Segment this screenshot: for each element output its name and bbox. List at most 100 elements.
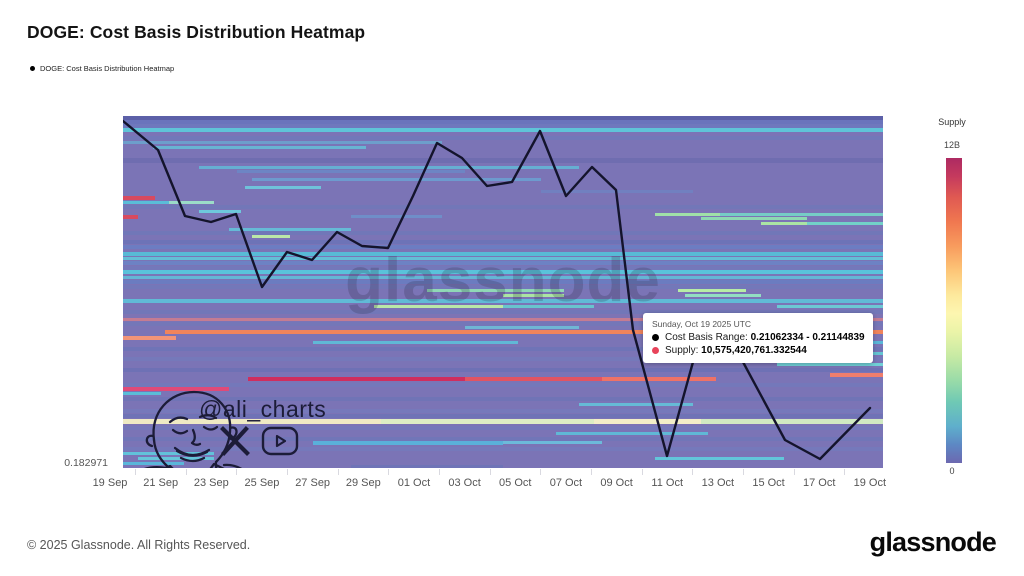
x-axis-label: 25 Sep	[244, 477, 280, 489]
heatmap-stripe	[123, 124, 883, 128]
heatmap-stripe	[351, 215, 443, 218]
legend-dot-icon	[30, 66, 35, 71]
heatmap-stripe	[123, 383, 883, 387]
x-axis-tick	[641, 469, 643, 475]
heatmap-stripe	[123, 299, 883, 303]
heatmap-stripe	[123, 116, 883, 120]
heatmap-stripe	[123, 158, 883, 163]
heatmap-stripe	[123, 280, 883, 284]
heatmap-stripe	[503, 305, 595, 308]
heatmap-stripe	[313, 341, 519, 344]
heatmap-stripe	[503, 441, 602, 444]
x-axis-tick	[236, 469, 238, 475]
tooltip-cost-basis-row: Cost Basis Range: 0.21062334 - 0.2114483…	[652, 332, 865, 343]
supply-colorbar	[946, 158, 962, 463]
legend-label: DOGE: Cost Basis Distribution Heatmap	[40, 64, 175, 73]
heatmap-stripe	[248, 377, 465, 381]
tooltip-supply-row: Supply: 10,575,420,761.332544	[652, 345, 864, 356]
heatmap-stripe	[252, 235, 291, 238]
heatmap-stripe	[123, 336, 177, 340]
heatmap-stripe	[123, 447, 883, 451]
x-axis-label: 11 Oct	[651, 477, 684, 489]
heatmap-stripe	[761, 222, 807, 225]
tooltip-date: Sunday, Oct 19 2025 UTC	[652, 319, 752, 329]
heatmap-stripe	[123, 231, 883, 235]
x-axis-tick	[489, 469, 491, 475]
heatmap-stripe	[123, 257, 883, 260]
heatmap-stripe	[313, 441, 503, 445]
x-axis-tick	[540, 469, 542, 475]
x-axis-tick	[793, 469, 795, 475]
legend-item[interactable]: DOGE: Cost Basis Distribution Heatmap	[30, 64, 174, 73]
heatmap-stripe	[123, 276, 883, 279]
heatmap-stripe	[677, 289, 747, 292]
heatmap-stripe	[199, 210, 241, 213]
x-axis-tick	[743, 469, 745, 475]
heatmap-stripe	[123, 318, 883, 321]
heatmap-stripe	[655, 457, 785, 460]
x-axis-label: 07 Oct	[549, 477, 583, 489]
x-axis-tick	[439, 469, 441, 475]
heatmap-plot[interactable]: glassnode	[123, 116, 883, 468]
x-axis-label: 05 Oct	[499, 477, 532, 489]
heatmap-stripe	[123, 322, 883, 326]
x-axis-tick	[185, 469, 187, 475]
heatmap-stripe	[123, 252, 883, 256]
heatmap-stripe	[123, 397, 883, 401]
heatmap-stripe	[153, 146, 367, 149]
heatmap-stripe	[579, 403, 693, 406]
x-axis-label: 15 Oct	[752, 477, 785, 489]
y-axis-bottom-label: 0.182971	[64, 457, 108, 469]
x-axis-label: 01 Oct	[397, 477, 431, 489]
heatmap-stripe	[381, 419, 595, 424]
heatmap-stripe	[199, 166, 579, 169]
heatmap-stripe	[807, 222, 883, 225]
heatmap-stripe	[123, 270, 883, 274]
heatmap-stripe	[601, 377, 716, 381]
heatmap-stripe	[700, 419, 883, 424]
heatmap-stripe	[123, 357, 883, 361]
heatmap-stripe	[465, 377, 602, 381]
x-axis-label: 23 Sep	[193, 477, 229, 489]
x-axis-label: 13 Oct	[701, 477, 735, 489]
heatmap-stripe	[123, 205, 883, 209]
heatmap-stripe	[427, 289, 564, 292]
heatmap-stripe	[123, 120, 883, 124]
x-axis-label: 21 Sep	[143, 477, 179, 489]
colorbar-max-label: 12B	[943, 140, 960, 150]
x-axis-tick	[591, 469, 593, 475]
heatmap-stripe	[153, 201, 215, 204]
copyright-text: © 2025 Glassnode. All Rights Reserved.	[27, 538, 251, 552]
page-title: DOGE: Cost Basis Distribution Heatmap	[27, 22, 366, 42]
heatmap-stripe	[123, 426, 883, 430]
heatmap-stripe	[123, 419, 382, 424]
heatmap-stripe	[776, 305, 883, 308]
x-axis-tick	[692, 469, 694, 475]
heatmap-stripe	[719, 213, 883, 216]
x-axis-label: 17 Oct	[802, 477, 836, 489]
heatmap-stripe	[700, 217, 807, 220]
heatmap-stripe	[252, 178, 541, 181]
x-axis-label: 03 Oct	[448, 477, 481, 489]
glassnode-logo[interactable]: glassnode	[869, 527, 997, 557]
heatmap-stripe	[123, 261, 883, 265]
x-axis-tick	[844, 469, 846, 475]
heatmap-stripe	[123, 437, 883, 441]
heatmap-stripe	[164, 330, 883, 334]
x-axis-tick	[388, 469, 390, 475]
heatmap-stripe	[123, 392, 161, 395]
x-axis-tick	[337, 469, 339, 475]
x-axis-label: 09 Oct	[600, 477, 633, 489]
heatmap-stripe	[123, 266, 883, 270]
heatmap-stripe	[123, 285, 883, 289]
heatmap-stripe	[123, 196, 155, 200]
heatmap-stripe	[123, 387, 230, 391]
heatmap-stripe	[373, 305, 503, 308]
heatmap-stripe	[123, 368, 883, 372]
heatmap-stripe	[244, 186, 321, 189]
heatmap-stripe	[123, 310, 883, 314]
heatmap-stripe	[351, 465, 503, 468]
heatmap-stripe	[556, 432, 709, 435]
heatmap-stripe	[123, 215, 139, 219]
